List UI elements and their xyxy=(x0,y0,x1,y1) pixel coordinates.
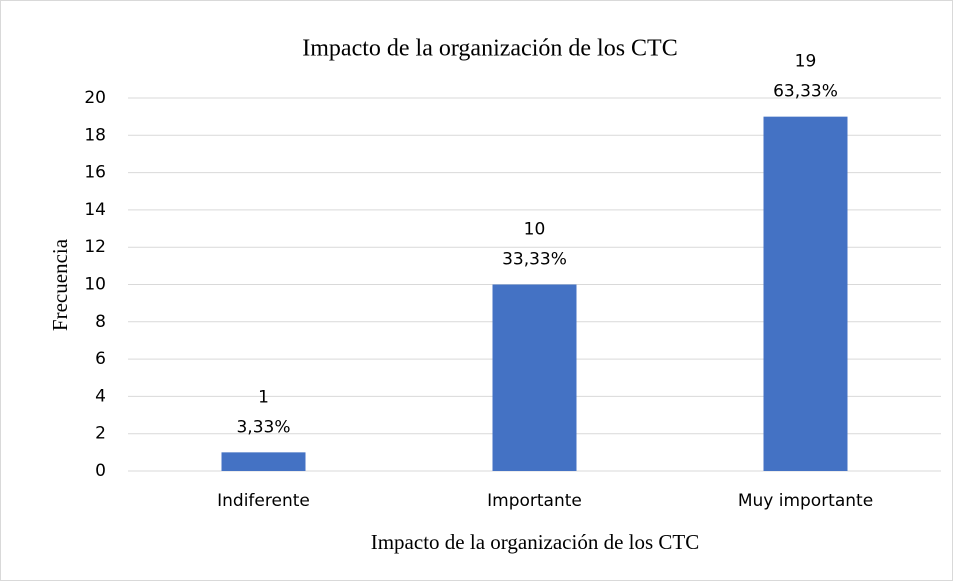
bar xyxy=(492,284,577,471)
bar xyxy=(221,452,306,471)
y-tick-label: 20 xyxy=(84,88,106,108)
y-tick-label: 14 xyxy=(84,200,106,220)
y-tick-label: 8 xyxy=(95,312,106,332)
x-tick-label: Importante xyxy=(487,491,582,511)
x-tick-label: Muy importante xyxy=(738,491,873,511)
y-tick-label: 16 xyxy=(84,163,106,183)
y-axis-title: Frecuencia xyxy=(48,238,72,331)
y-tick-label: 10 xyxy=(84,275,106,295)
y-tick-label: 12 xyxy=(84,237,106,257)
value-label: 1 xyxy=(258,387,269,407)
y-tick-label: 6 xyxy=(95,349,106,369)
y-tick-label: 0 xyxy=(95,461,106,481)
percentage-label: 3,33% xyxy=(236,417,290,437)
bar xyxy=(763,116,848,472)
percentage-label: 63,33% xyxy=(773,82,838,102)
x-tick-label: Indiferente xyxy=(217,491,310,511)
y-tick-label: 4 xyxy=(95,386,106,406)
value-label: 10 xyxy=(524,220,546,240)
value-label: 19 xyxy=(795,52,817,72)
x-axis-title: Impacto de la organización de los CTC xyxy=(371,530,700,554)
chart-title: Impacto de la organización de los CTC xyxy=(302,36,677,62)
y-tick-label: 18 xyxy=(84,125,106,145)
y-tick-label: 2 xyxy=(95,424,106,444)
percentage-label: 33,33% xyxy=(502,250,567,270)
